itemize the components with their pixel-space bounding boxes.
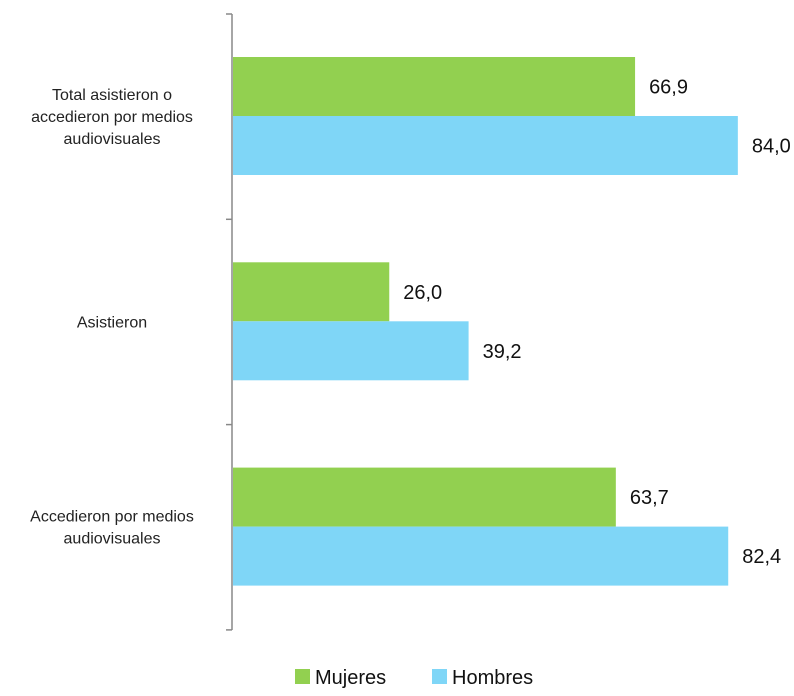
data-label: 26,0 (403, 282, 442, 304)
bar-hombres (233, 526, 729, 586)
legend-swatch-hombres (432, 669, 447, 684)
bar-hombres (233, 116, 738, 175)
axis-layer: Total asistieron o accedieron por medios a… (30, 13, 233, 631)
category-label: Total asistieron o accedieron por medios a… (31, 87, 193, 148)
bar-mujeres (233, 57, 636, 116)
bar-hombres (233, 321, 469, 381)
category-label-line: Asistieron (77, 314, 147, 331)
category-label: Asistieron (77, 314, 147, 331)
category-label-line: audiovisuales (64, 531, 161, 548)
category-label-line: accedieron por medios (31, 109, 193, 126)
bars-layer (233, 57, 738, 586)
category-label-line: Accedieron por medios (30, 509, 194, 526)
labels-layer: 66,9 84,0 26,0 39,2 63,7 82,4 (403, 77, 791, 569)
bar-mujeres (233, 262, 390, 322)
category-label-line: audiovisuales (64, 131, 161, 148)
legend-label-hombres: Hombres (452, 667, 533, 689)
data-label: 66,9 (649, 77, 688, 99)
data-label: 63,7 (630, 487, 669, 509)
bar-mujeres (233, 467, 616, 527)
legend-label-mujeres: Mujeres (315, 667, 386, 689)
data-label: 82,4 (742, 546, 781, 568)
legend-swatch-mujeres (295, 669, 310, 684)
category-label: Accedieron por medios audiovisuales (30, 509, 194, 548)
legend: Mujeres Hombres (295, 667, 533, 689)
data-label: 39,2 (483, 341, 522, 363)
data-label: 84,0 (752, 136, 791, 158)
category-label-line: Total asistieron o (52, 87, 172, 104)
